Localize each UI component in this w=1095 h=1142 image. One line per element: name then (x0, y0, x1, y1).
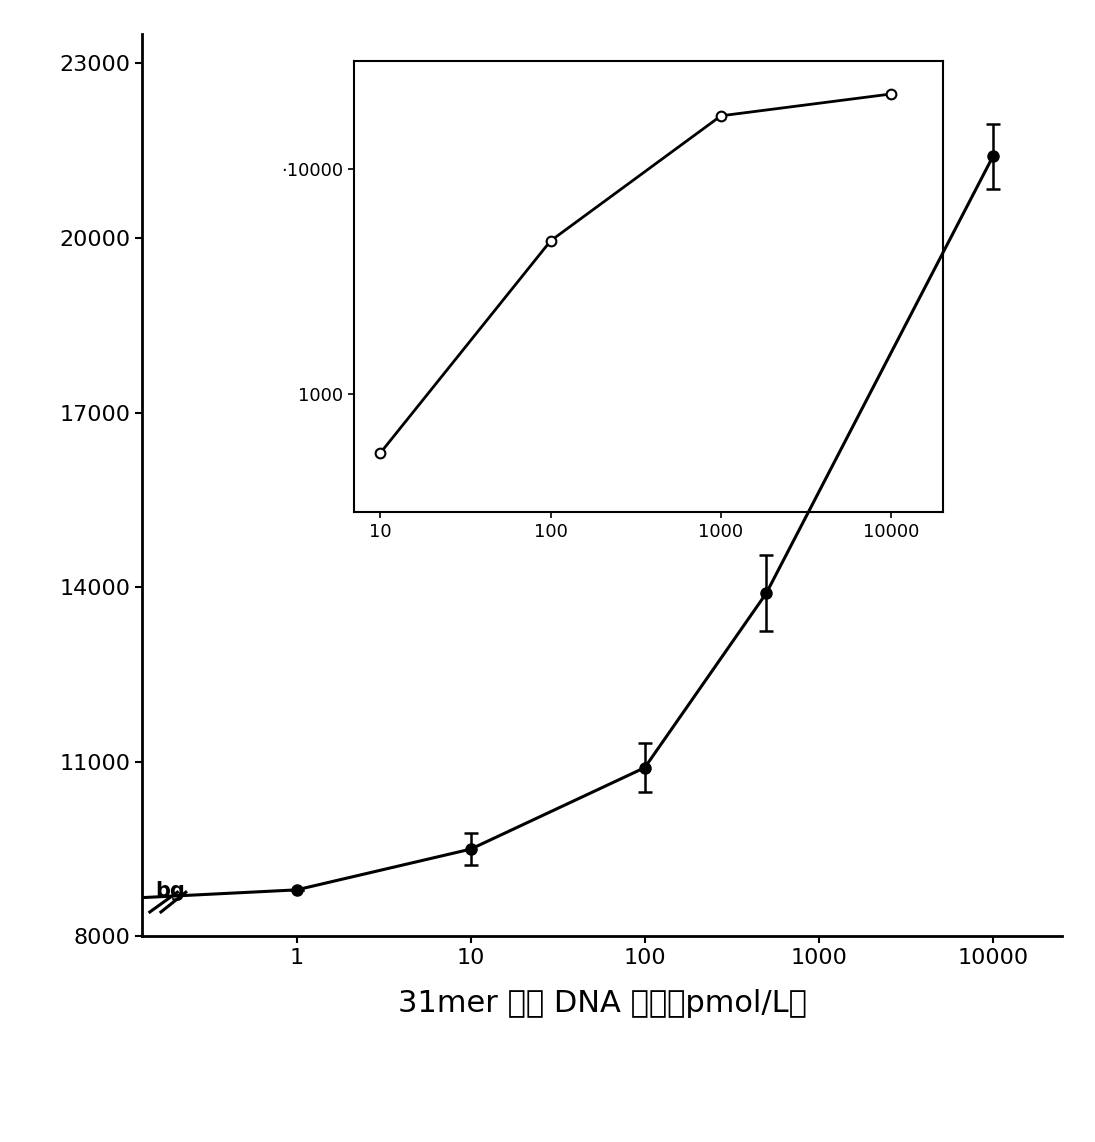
X-axis label: 31mer 目标 DNA 浓度（pmol/L）: 31mer 目标 DNA 浓度（pmol/L） (397, 989, 807, 1018)
Text: bg: bg (155, 880, 185, 901)
